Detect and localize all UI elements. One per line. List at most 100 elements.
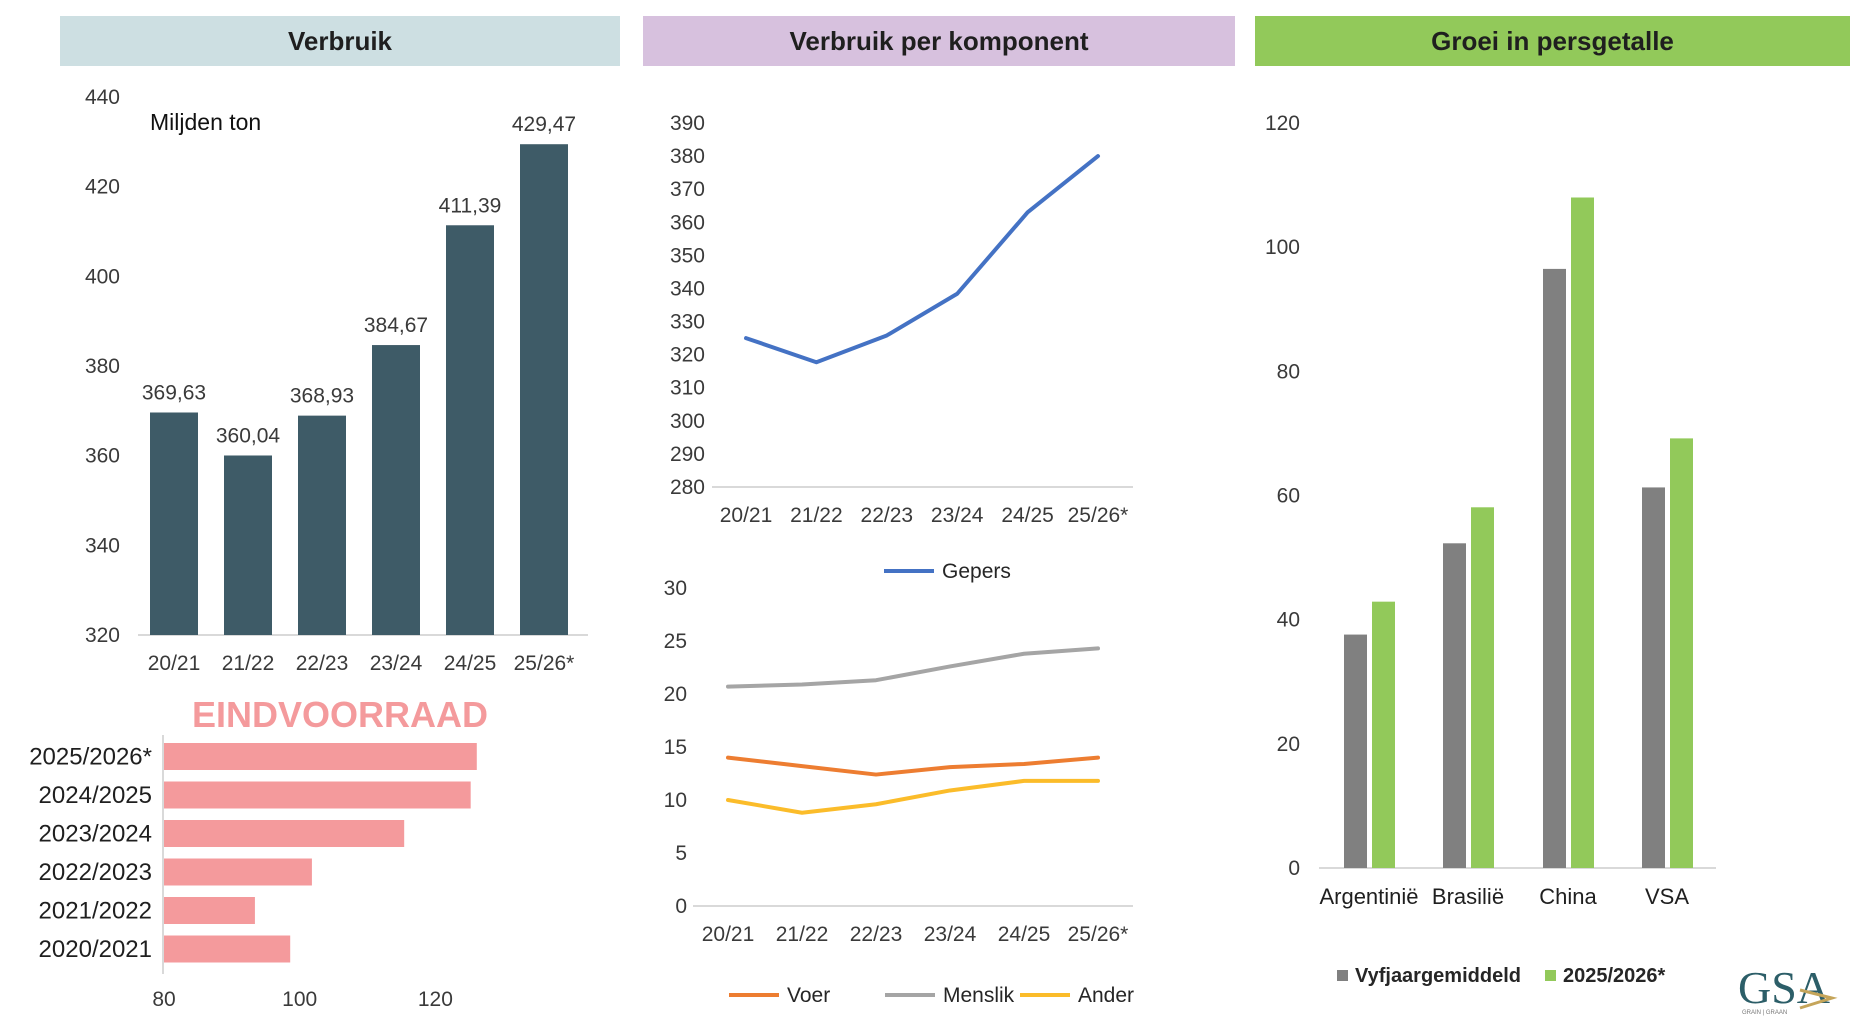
- x-tick-label: 24/25: [998, 923, 1051, 946]
- x-tick-label: 23/24: [924, 923, 977, 946]
- y-tick-label: 10: [664, 789, 687, 812]
- data-label: 384,67: [364, 314, 428, 337]
- eindvoorraad-bar-chart: EINDVOORRAAD 2025/2026* 2024/2025 2023/202…: [29, 694, 488, 1011]
- x-tick-label: 25/26*: [1068, 504, 1129, 527]
- legend-label: 2025/2026*: [1563, 965, 1666, 987]
- x-tick-label: 80: [152, 988, 175, 1011]
- y-category-label: 2020/2021: [39, 936, 152, 963]
- bar: [164, 935, 291, 963]
- x-tick-label: 21/22: [222, 652, 275, 675]
- y-tick-label: 80: [1277, 360, 1300, 383]
- y-tick-label: 40: [1277, 609, 1300, 632]
- y-tick-label: 360: [670, 211, 705, 234]
- y-tick-label: 5: [675, 842, 687, 865]
- data-label: 411,39: [439, 194, 502, 217]
- y-category-label: 2021/2022: [39, 898, 152, 925]
- bar: [520, 144, 568, 635]
- y-tick-label: 360: [85, 445, 120, 468]
- x-tick-label: 20/21: [148, 652, 201, 675]
- x-tick-label: 24/25: [1001, 504, 1054, 527]
- x-tick-label: 120: [418, 988, 453, 1011]
- bar-current: [1471, 507, 1494, 868]
- y-tick-label: 30: [664, 577, 687, 600]
- x-tick-label: 22/23: [861, 504, 914, 527]
- x-category-label: VSA: [1645, 884, 1689, 909]
- y-tick-label: 60: [1277, 485, 1300, 508]
- legend-label: Vyfjaargemiddeld: [1355, 965, 1521, 987]
- bar: [164, 743, 477, 770]
- bar-current: [1372, 601, 1395, 868]
- x-tick-label: 21/22: [790, 504, 843, 527]
- verbruik-bar-chart: Miljden ton 320 340 360 380 400 420 440 369,63 2…: [85, 86, 588, 675]
- series-line-menslik: [726, 646, 1100, 689]
- logo-subtext: GRAIN | GRAAN: [1742, 1010, 1787, 1016]
- data-label: 368,93: [290, 385, 354, 408]
- panel-header-groei: Groei in persgetalle: [1255, 16, 1850, 66]
- legend-label: Menslik: [943, 984, 1015, 1007]
- x-tick-label: 24/25: [444, 652, 497, 675]
- logo-text: GSA: [1738, 962, 1830, 1013]
- y-tick-label: 350: [670, 244, 705, 267]
- bar-current: [1571, 197, 1594, 868]
- x-category-label: Argentinië: [1319, 884, 1418, 909]
- y-tick-label: 15: [664, 736, 687, 759]
- y-tick-label: 20: [664, 683, 687, 706]
- y-tick-label: 320: [670, 344, 705, 367]
- series-line-ander: [726, 778, 1100, 815]
- y-tick-label: 310: [670, 377, 705, 400]
- panel-header-verbruik: Verbruik: [60, 16, 620, 66]
- x-tick-label: 23/24: [370, 652, 423, 675]
- y-tick-label: 100: [1265, 236, 1300, 259]
- bar: [446, 225, 494, 635]
- unit-label: Miljden ton: [150, 109, 261, 135]
- x-tick-label: 21/22: [776, 923, 829, 946]
- komponente-line-chart: 0 5 10 15 20 25 30 20/21 21/22 22/23 23/24 24/25 25/…: [664, 577, 1134, 1007]
- y-tick-label: 380: [85, 355, 120, 378]
- y-tick-label: 400: [85, 265, 120, 288]
- bar: [298, 415, 346, 635]
- data-label: 360,04: [216, 424, 281, 447]
- y-category-label: 2024/2025: [39, 782, 152, 809]
- gepers-line-chart: 280 290 300 310 320 330 340 350 360 370 380 390 20/2…: [670, 112, 1133, 583]
- y-tick-label: 440: [85, 86, 120, 109]
- y-tick-label: 380: [670, 145, 705, 168]
- bar-vyfjaar: [1642, 487, 1665, 868]
- x-tick-label: 22/23: [296, 652, 349, 675]
- x-tick-label: 23/24: [931, 504, 984, 527]
- panel-title-verbruik-per-komponent: Verbruik per komponent: [789, 25, 1089, 56]
- x-tick-label: 25/26*: [514, 652, 575, 675]
- panel-title-groei: Groei in persgetalle: [1431, 25, 1674, 56]
- logo-arrow-icon: [1799, 988, 1838, 1010]
- bar: [164, 781, 471, 809]
- y-tick-label: 120: [1265, 112, 1300, 135]
- bar: [372, 345, 420, 635]
- bar-vyfjaar: [1543, 268, 1566, 868]
- y-tick-label: 340: [85, 534, 120, 557]
- legend-label: Ander: [1078, 984, 1134, 1007]
- bar-current: [1670, 438, 1693, 868]
- x-category-label: Brasilië: [1432, 884, 1504, 909]
- bar: [164, 858, 312, 886]
- bar: [150, 412, 198, 635]
- data-label: 429,47: [512, 113, 576, 136]
- y-tick-label: 390: [670, 112, 705, 135]
- y-category-label: 2022/2023: [39, 859, 152, 886]
- groei-bar-chart: 0 20 40 60 80 100 120 Argentinië Brasilië China VS…: [1265, 112, 1716, 987]
- y-tick-label: 320: [85, 624, 120, 647]
- y-category-label: 2023/2024: [39, 821, 152, 848]
- y-tick-label: 0: [1288, 857, 1300, 880]
- y-tick-label: 25: [664, 630, 687, 653]
- x-category-label: China: [1539, 884, 1597, 909]
- x-tick-label: 20/21: [720, 504, 773, 527]
- bar-vyfjaar: [1443, 543, 1466, 868]
- eindvoorraad-title: EINDVOORRAAD: [192, 694, 488, 735]
- y-tick-label: 330: [670, 311, 705, 334]
- panel-header-verbruik-per-komponent: Verbruik per komponent: [643, 16, 1235, 66]
- panel-title-verbruik: Verbruik: [287, 25, 393, 56]
- y-tick-label: 0: [675, 895, 687, 918]
- bar: [224, 455, 272, 635]
- legend-swatch: [1337, 970, 1348, 981]
- y-tick-label: 300: [670, 410, 705, 433]
- x-tick-label: 20/21: [702, 923, 755, 946]
